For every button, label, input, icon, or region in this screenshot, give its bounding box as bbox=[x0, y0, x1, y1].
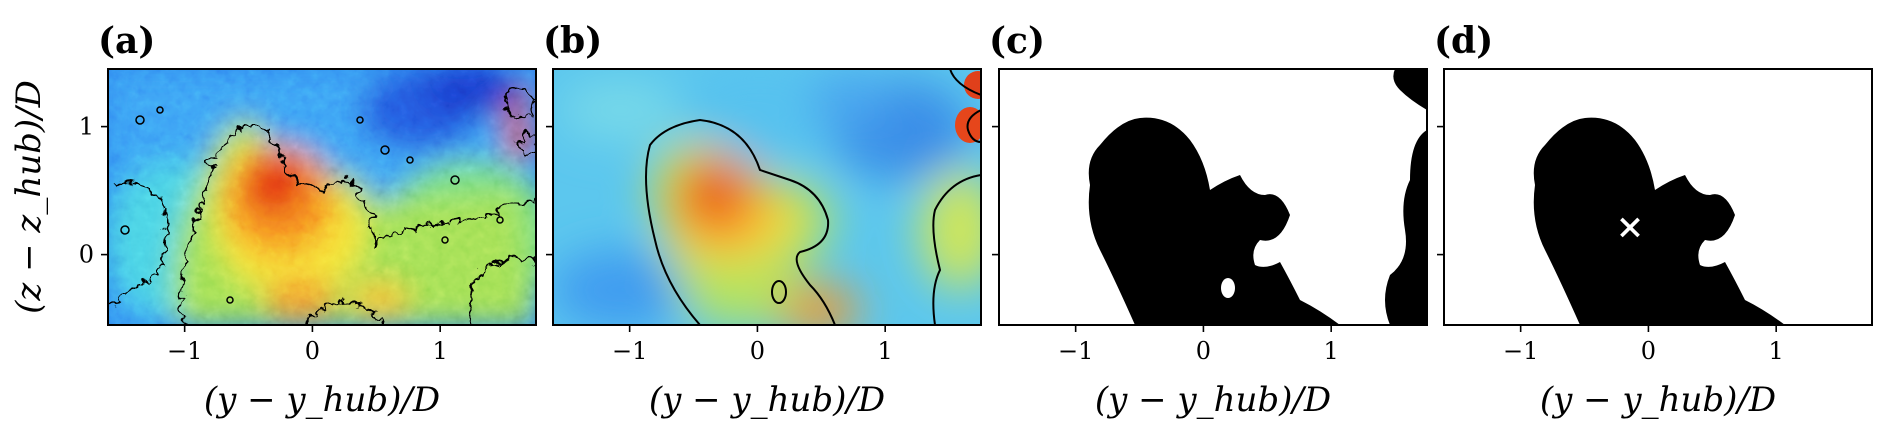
x-axis-label: (y − y_hub)/D bbox=[204, 380, 440, 420]
axes-layer: (a) −1 0 1 0 1 (y − y_hub)/D (z − z_hub)/D (b) −1… bbox=[9, 20, 1784, 420]
panel-label-c: (c) bbox=[989, 20, 1045, 62]
panel-b-heatmap bbox=[553, 69, 981, 325]
panel-d-mask bbox=[1444, 69, 1872, 325]
panel-label-a: (a) bbox=[98, 20, 155, 62]
centroid-marker: × bbox=[1616, 207, 1645, 247]
x-tick-label: 1 bbox=[878, 337, 893, 365]
x-tick-label: 1 bbox=[1769, 337, 1784, 365]
x-tick-label: −1 bbox=[167, 337, 202, 365]
panel-a-heatmap bbox=[108, 69, 536, 325]
panel-a-frame bbox=[107, 68, 537, 326]
panel-d-frame bbox=[1443, 68, 1873, 326]
x-axis-label: (y − y_hub)/D bbox=[649, 380, 885, 420]
y-tick-label: 1 bbox=[79, 113, 94, 141]
y-axis-label: (z − z_hub)/D bbox=[9, 80, 49, 314]
x-tick-label: 1 bbox=[433, 337, 448, 365]
panel-label-b: (b) bbox=[543, 20, 602, 62]
panel-b-frame bbox=[552, 68, 982, 326]
x-tick-label: −1 bbox=[612, 337, 647, 365]
panel-c-frame bbox=[998, 68, 1428, 326]
x-tick-label: 0 bbox=[305, 337, 320, 365]
panel-label-d: (d) bbox=[1434, 20, 1493, 62]
x-axis-label: (y − y_hub)/D bbox=[1540, 380, 1776, 420]
x-tick-label: −1 bbox=[1503, 337, 1538, 365]
x-tick-label: −1 bbox=[1058, 337, 1093, 365]
x-tick-label: 0 bbox=[1641, 337, 1656, 365]
y-tick-label: 0 bbox=[79, 241, 94, 269]
x-axis-label: (y − y_hub)/D bbox=[1095, 380, 1331, 420]
x-tick-label: 0 bbox=[1196, 337, 1211, 365]
x-tick-label: 0 bbox=[750, 337, 765, 365]
panel-c-mask bbox=[999, 69, 1427, 325]
x-tick-label: 1 bbox=[1324, 337, 1339, 365]
